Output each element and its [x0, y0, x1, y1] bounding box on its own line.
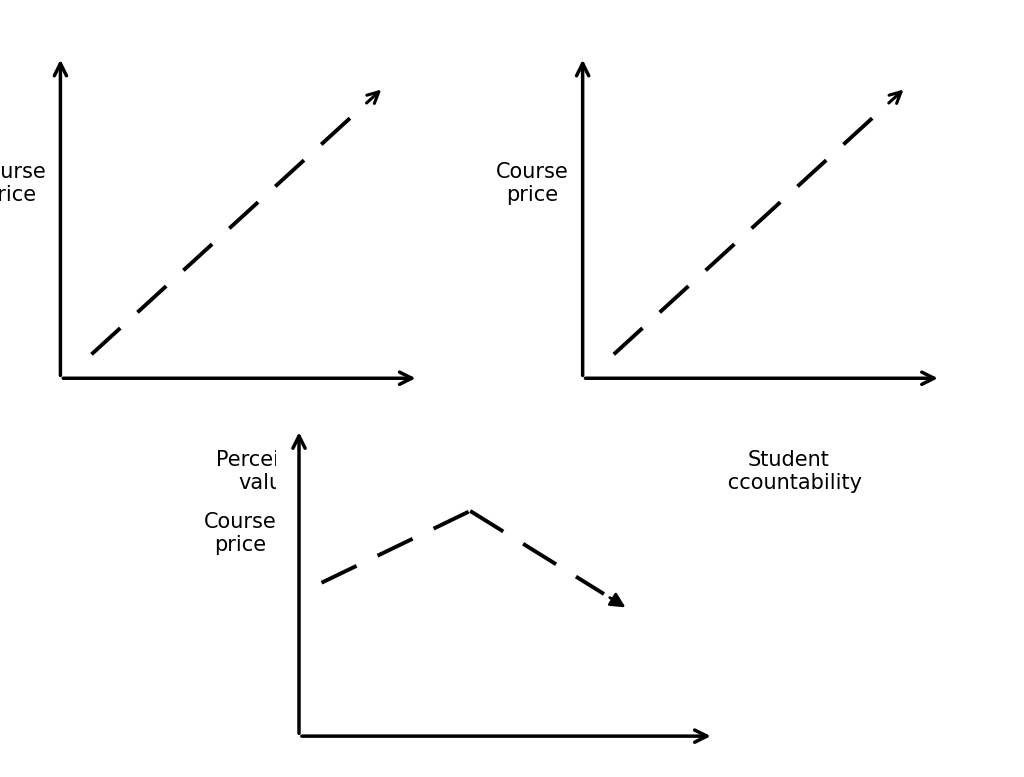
- Text: Student
accountability: Student accountability: [716, 450, 862, 493]
- Text: Perceived
value: Perceived value: [216, 450, 317, 493]
- Text: Course
price: Course price: [204, 512, 276, 556]
- Text: Course
price: Course price: [0, 162, 46, 205]
- Text: Course
price: Course price: [496, 162, 568, 205]
